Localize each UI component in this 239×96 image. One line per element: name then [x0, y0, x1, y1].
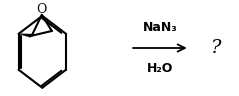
Text: NaN₃: NaN₃: [142, 21, 177, 34]
Text: O: O: [37, 3, 47, 16]
Text: ?: ?: [211, 39, 221, 57]
Text: H₂O: H₂O: [147, 62, 173, 75]
Polygon shape: [19, 34, 33, 37]
